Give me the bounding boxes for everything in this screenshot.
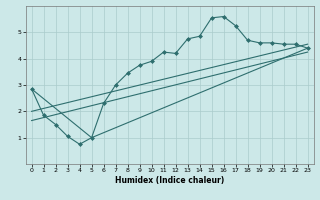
X-axis label: Humidex (Indice chaleur): Humidex (Indice chaleur) <box>115 176 224 185</box>
